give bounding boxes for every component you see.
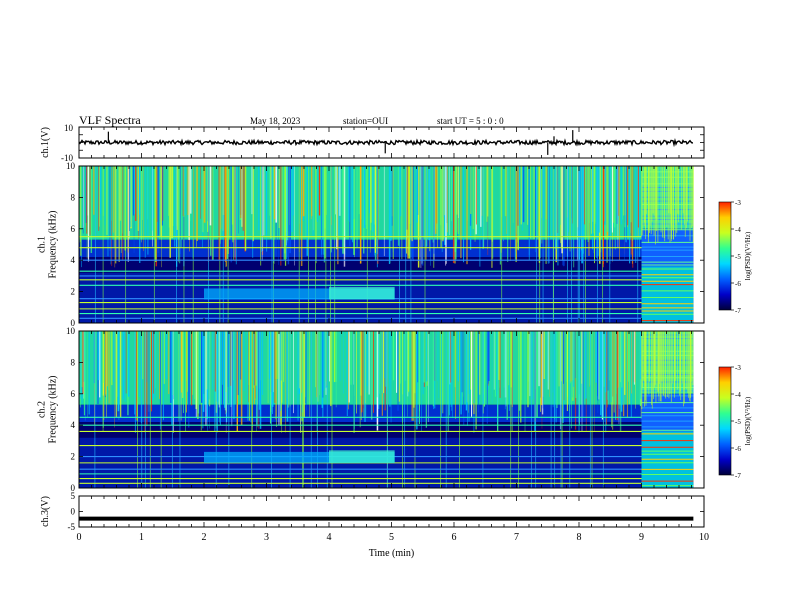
colorbar-label: log(PSD)(V²/Hz) [744, 231, 752, 280]
x-tick-label: 9 [639, 532, 644, 543]
ch2-spectrogram-ytick-label: 10 [66, 326, 76, 336]
x-tick-label: 3 [264, 532, 269, 543]
colorbar-label: log(PSD)(V²/Hz) [744, 396, 752, 445]
chart-title: VLF Spectra [79, 113, 141, 127]
y-ticks [79, 126, 704, 159]
x-tick-label: 1 [139, 532, 144, 543]
x-axis-label: Time (min) [369, 548, 414, 559]
y-ticks [79, 495, 704, 528]
ch1-spectrogram-ytick-label: 8 [71, 192, 76, 202]
y-ticks [79, 330, 704, 489]
spec-enhanced-band [204, 451, 395, 463]
x-tick-label: 5 [389, 532, 394, 543]
ch1-axis-label: ch.1(V) [40, 127, 51, 158]
spec-mode2-low [641, 266, 694, 323]
colorbar-tick-label: -4 [735, 391, 741, 399]
colorbar-tick-label: -5 [735, 253, 741, 261]
ch1-spectrogram-image [78, 165, 694, 323]
x-tick-label: 10 [699, 532, 709, 543]
spec-mode2-mid [641, 228, 694, 267]
ch2-spectrogram-ytick-label: 0 [71, 483, 76, 493]
spec-enhanced-band-strong [329, 450, 395, 463]
ch1-ytick-label: 10 [64, 123, 74, 133]
ch3-ytick-label: -5 [68, 522, 76, 532]
x-tick-label: 2 [202, 532, 207, 543]
ch1-ytick-label: -10 [61, 153, 73, 163]
x-tick-label: 4 [327, 532, 332, 543]
ch2-spectrogram-ytick-label: 6 [71, 389, 76, 399]
ch1-trace [78, 137, 694, 148]
ch1-spectrogram-ytick-label: 2 [71, 287, 76, 297]
ch2-spectrogram-image [79, 330, 694, 488]
date-label: May 18, 2023 [250, 116, 301, 126]
spec-enhanced-band [204, 288, 395, 300]
colorbar-tick-label: -3 [735, 364, 741, 372]
spec-enhanced-band-strong [329, 286, 395, 300]
station-label: station=OUI [343, 116, 389, 126]
ch1-spectrogram-ytick-label: 0 [71, 318, 76, 328]
ch2-spectrogram-ytick-label: 4 [71, 420, 76, 430]
spec-mode2-low [641, 431, 694, 488]
colorbar-tick-label: -7 [735, 472, 741, 480]
ch3-axis-label: ch.3(V) [40, 496, 51, 527]
spec-dark-band [79, 422, 642, 438]
ch3-ytick-label: 0 [71, 507, 76, 517]
colorbar-tick-label: -5 [735, 418, 741, 426]
ch1-spectrogram-ytick-label: 4 [71, 255, 76, 265]
ch1-spectrogram-ytick-label: 6 [71, 224, 76, 234]
x-tick-label: 8 [577, 532, 582, 543]
colorbar-tick-label: -6 [735, 280, 741, 288]
start-time-label: start UT = 5 : 0 : 0 [437, 116, 504, 126]
x-tick-label: 6 [452, 532, 457, 543]
colorbar-tick-label: -4 [735, 226, 741, 234]
y-ticks [79, 165, 704, 324]
ch2-spectrogram-ytick-label: 2 [71, 452, 76, 462]
ch3-ytick-label: 5 [71, 491, 76, 501]
ch1-spectrogram-axis-label: ch.1Frequency (kHz) [37, 210, 59, 278]
x-tick-label: 0 [77, 532, 82, 543]
x-ticks [78, 166, 705, 323]
x-tick-label: 7 [514, 532, 519, 543]
ch2-spectrogram-axis-label: ch.2Frequency (kHz) [37, 375, 59, 443]
colorbar-tick-label: -3 [735, 199, 741, 207]
ch2-spectrogram-ytick-label: 8 [71, 357, 76, 367]
ch2-spectrogram-colorbar [718, 366, 732, 476]
ch1-spectrogram-colorbar [718, 201, 732, 311]
colorbar-tick-label: -6 [735, 445, 741, 453]
x-ticks [78, 127, 705, 158]
ch1-spectrogram-ytick-label: 10 [66, 161, 76, 171]
colorbar-tick-label: -7 [735, 307, 741, 315]
x-ticks [78, 331, 705, 488]
